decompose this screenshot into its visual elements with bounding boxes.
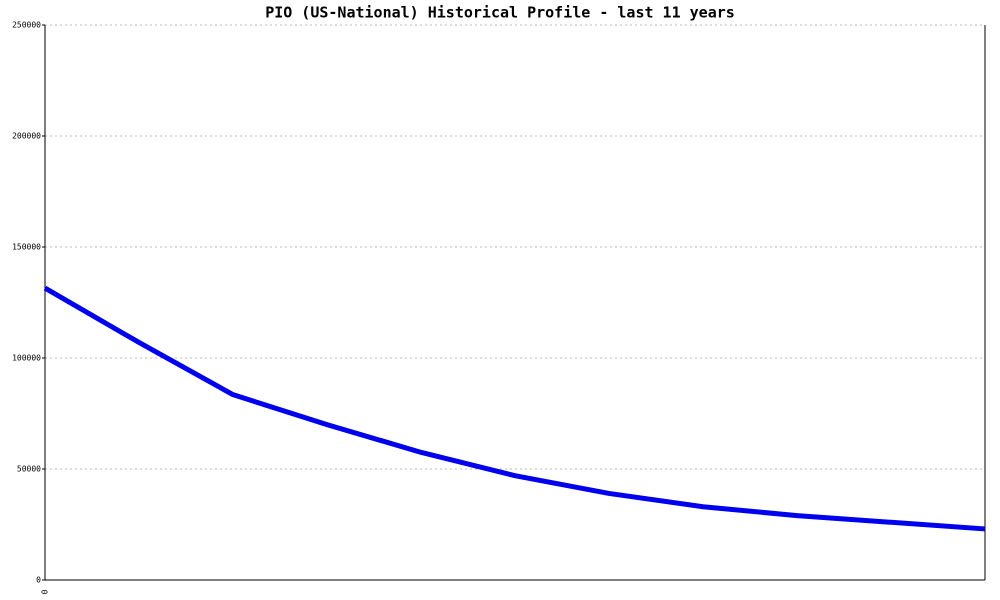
- y-tick-label: 200000: [12, 132, 41, 141]
- chart-title: PIO (US-National) Historical Profile - l…: [265, 4, 735, 22]
- y-tick-label: 50000: [17, 465, 41, 474]
- x-tick-label: 0: [41, 589, 50, 594]
- y-tick-label: 150000: [12, 243, 41, 252]
- y-tick-label: 250000: [12, 21, 41, 30]
- y-tick-label: 100000: [12, 354, 41, 363]
- line-series: [43, 285, 986, 532]
- y-tick-label: 0: [36, 576, 41, 585]
